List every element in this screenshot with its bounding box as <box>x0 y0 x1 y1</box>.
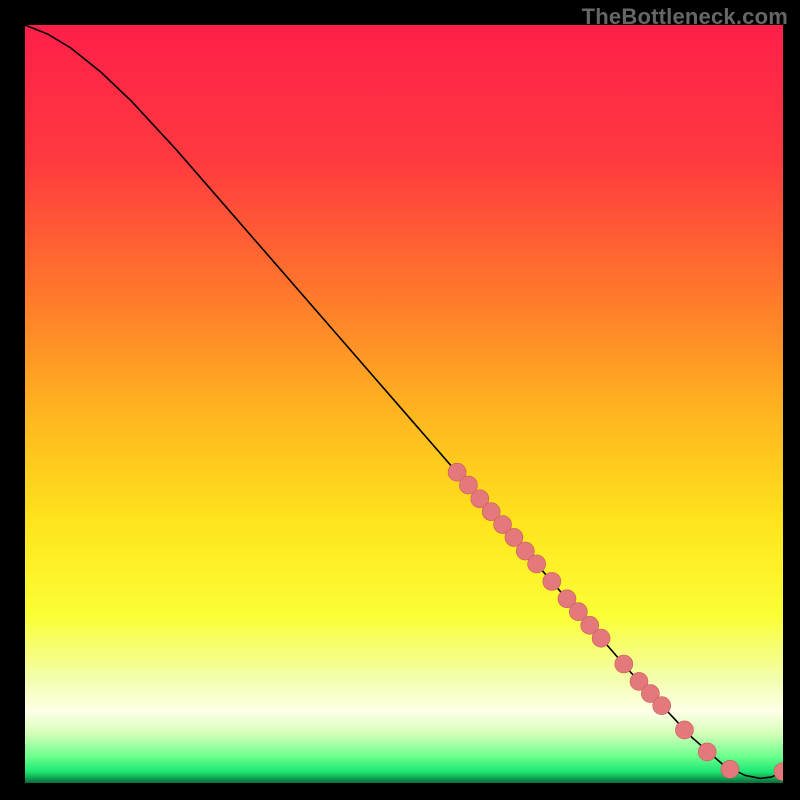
data-point <box>615 655 633 673</box>
data-point <box>592 629 610 647</box>
data-point <box>528 555 546 573</box>
data-point <box>675 721 693 739</box>
data-point <box>653 697 671 715</box>
data-point <box>698 743 716 761</box>
gradient-background <box>25 25 783 783</box>
chart-svg <box>25 25 783 783</box>
data-point <box>543 572 561 590</box>
chart-frame: TheBottleneck.com <box>0 0 800 800</box>
data-point <box>721 760 739 778</box>
